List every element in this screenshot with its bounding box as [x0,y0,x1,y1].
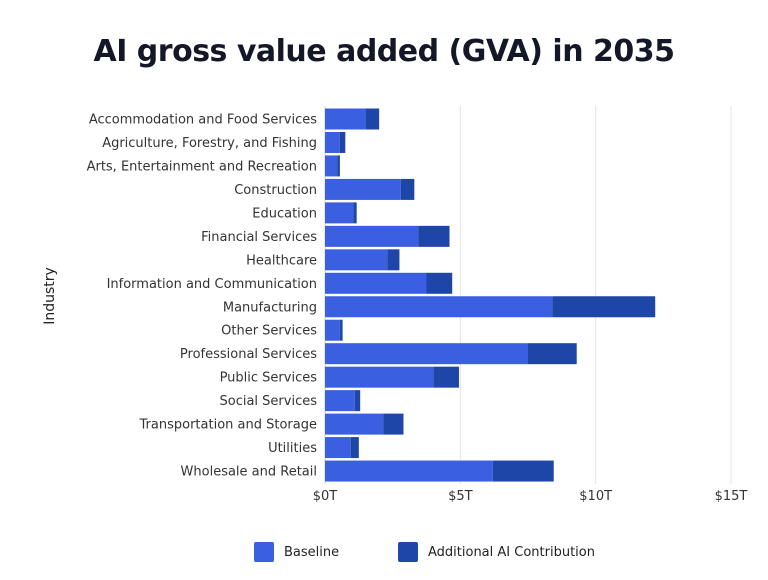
bar-baseline [325,178,401,200]
bar-baseline [325,460,493,482]
category-label: Arts, Entertainment and Recreation [87,159,317,174]
legend-item-additional-ai: Additional AI Contribution [398,542,595,562]
bar-additional-ai [528,343,577,365]
bar-additional-ai [337,155,340,177]
category-label: Agriculture, Forestry, and Fishing [102,136,317,151]
bar-baseline [325,155,338,177]
x-tick-label: $15T [715,489,748,504]
category-label: Professional Services [180,347,317,362]
bar-additional-ai [339,131,346,153]
bar-additional-ai [552,296,656,318]
bar-additional-ai [350,437,359,459]
category-label: Healthcare [246,253,317,268]
category-label: Education [252,206,317,221]
bar-baseline [325,343,528,365]
x-tick-label: $10T [579,489,612,504]
bar-baseline [325,225,419,247]
legend-item-baseline: Baseline [254,542,339,562]
bar-baseline [325,272,427,294]
chart-title: AI gross value added (GVA) in 2035 [93,34,675,69]
category-label: Financial Services [201,230,317,245]
bar-additional-ai [387,249,400,271]
bar-baseline [325,108,366,130]
bar-additional-ai [354,390,361,412]
plot-area: Accommodation and Food Services Agricultu… [42,106,748,504]
bar-baseline [325,131,340,153]
legend-swatch-baseline [254,542,274,562]
category-label: Other Services [221,324,317,339]
bar-additional-ai [433,366,459,388]
category-label: Transportation and Storage [139,418,317,433]
bar-additional-ai [400,178,415,200]
bar-baseline [325,296,553,318]
x-tick-label: $0T [313,489,338,504]
category-label: Social Services [220,394,318,409]
category-label: Construction [234,183,317,198]
bar-additional-ai [426,272,453,294]
bar-additional-ai [365,108,380,130]
category-label: Utilities [268,441,317,456]
bar-baseline [325,390,355,412]
bar-additional-ai [492,460,554,482]
category-label: Manufacturing [223,300,317,315]
category-label: Information and Communication [107,277,317,292]
bar-additional-ai [418,225,450,247]
x-tick-label: $5T [448,489,473,504]
legend-label-additional-ai: Additional AI Contribution [428,544,595,560]
category-label: Accommodation and Food Services [89,113,317,128]
legend-label-baseline: Baseline [284,544,340,560]
legend: Baseline Additional AI Contribution [0,542,768,568]
bar-baseline [325,319,340,341]
bar-baseline [325,437,351,459]
category-label: Public Services [220,371,318,386]
bar-baseline [325,413,384,435]
bar-baseline [325,249,388,271]
bar-baseline [325,366,434,388]
category-label: Wholesale and Retail [181,465,317,480]
bar-baseline [325,202,354,224]
bar-additional-ai [383,413,404,435]
y-axis-title: Industry [42,267,58,325]
bar-additional-ai [353,202,357,224]
legend-swatch-additional-ai [398,542,418,562]
bar-additional-ai [339,319,343,341]
